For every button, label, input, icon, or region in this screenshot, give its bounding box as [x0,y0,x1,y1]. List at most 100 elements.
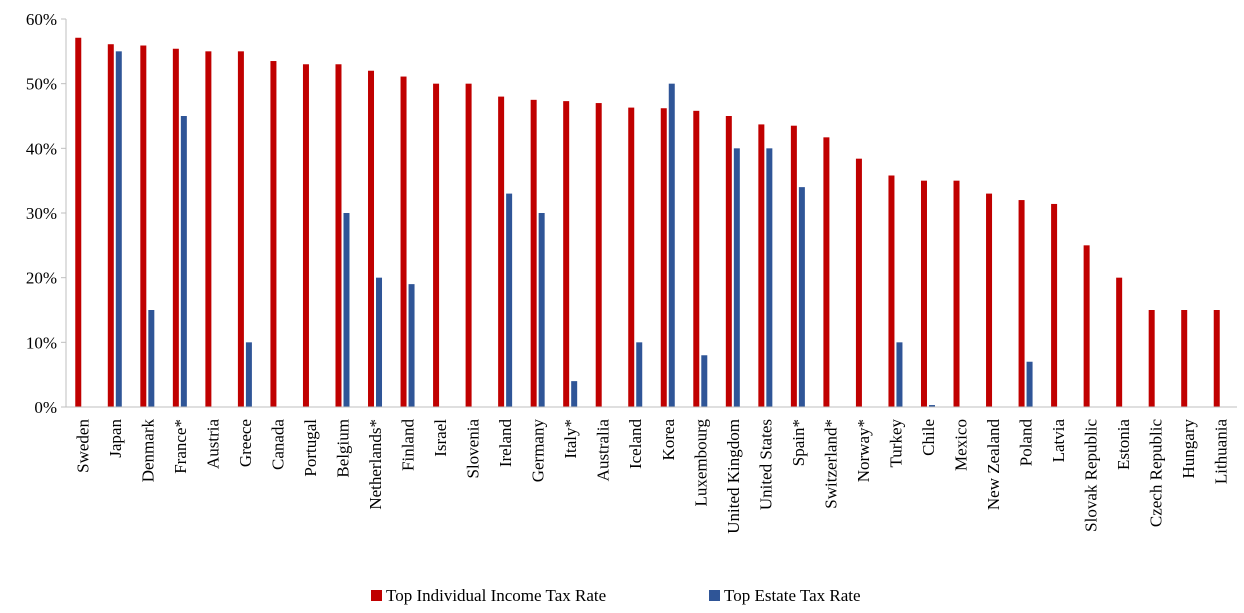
x-tick-label: Lithuania [1212,419,1231,485]
bar-income [205,51,212,407]
bar-income [335,64,342,408]
bar-income [1116,277,1123,407]
bar-estate [343,213,350,407]
bar-estate [766,148,773,408]
bar-income [1051,203,1058,407]
y-tick-label: 40% [26,139,57,158]
x-tick-label: Poland [1017,419,1036,467]
bars [75,37,1220,408]
bar-estate [571,381,578,407]
y-tick-label: 0% [34,398,57,417]
bar-income [368,70,375,407]
bar-income [530,99,537,407]
bar-income [855,158,862,407]
legend-label-income: Top Individual Income Tax Rate [386,586,606,605]
bar-estate [506,193,513,407]
bar-income [140,45,147,407]
x-tick-label: Italy* [561,419,580,459]
bar-estate [148,310,155,407]
bar-income [725,116,732,407]
x-tick-label: Germany [529,419,548,483]
y-axis: 0% 10% 20% 30% 40% 50% 60% [26,10,67,417]
bar-income [75,37,82,408]
bar-income [790,125,797,407]
x-tick-label: Denmark [138,419,157,483]
x-tick-label: Portugal [301,419,320,477]
x-tick-label: Netherlands* [366,419,385,510]
x-tick-label: Ireland [496,419,515,468]
x-tick-label: Chile [919,419,938,456]
bar-estate [733,148,740,408]
bar-income [888,175,895,407]
bar-estate [1026,361,1033,407]
bar-income [758,124,765,407]
y-tick-label: 60% [26,10,57,29]
bar-income [986,193,993,407]
bar-income [1181,310,1188,407]
x-tick-label: Czech Republic [1147,419,1166,528]
bar-income [107,44,114,407]
x-tick-label: Turkey [886,419,905,468]
x-tick-label: Luxembourg [691,419,710,507]
legend-label-estate: Top Estate Tax Rate [724,586,861,605]
legend-swatch-income [371,590,382,601]
bar-income [1148,310,1155,407]
bar-income [823,137,830,407]
x-tick-label: United States [756,419,775,510]
bar-income [693,110,700,408]
bar-income [1083,245,1090,407]
x-tick-label: Australia [594,419,613,482]
x-tick-label: Latvia [1049,419,1068,463]
bar-income [498,96,505,407]
bar-estate [115,51,122,407]
x-tick-label: Korea [659,419,678,461]
bar-estate [668,83,675,408]
bar-estate [798,187,805,407]
x-tick-label: Slovak Republic [1082,419,1101,532]
bar-income [433,83,440,408]
bar-income [1213,310,1220,407]
bar-estate [701,355,708,407]
bar-income [465,83,472,408]
x-tick-label: Canada [268,419,287,470]
legend: Top Individual Income Tax Rate Top Estat… [371,586,861,605]
legend-swatch-estate [709,590,720,601]
x-tick-label: Slovenia [464,419,483,479]
bar-estate [408,284,415,407]
bar-estate [896,342,903,407]
x-tick-label: Israel [431,419,450,457]
bar-estate [245,342,252,407]
bar-estate [538,213,545,407]
bar-income [302,64,309,408]
y-tick-label: 30% [26,204,57,223]
x-tick-label: Sweden [73,419,92,473]
x-tick-label: Estonia [1114,419,1133,470]
bar-estate [636,342,643,407]
bar-income [1018,200,1025,407]
bar-income [953,180,960,407]
x-tick-label: Norway* [854,419,873,482]
x-tick-label: Hungary [1179,419,1198,479]
x-tick-label: Switzerland* [821,419,840,509]
x-tick-label: Belgium [333,419,352,478]
bar-estate [928,405,935,407]
y-tick-label: 10% [26,333,57,352]
y-tick-label: 20% [26,269,57,288]
x-tick-label: New Zealand [984,419,1003,511]
bar-income [920,180,927,407]
x-tick-label: Mexico [952,419,971,471]
bar-estate [376,277,383,407]
bar-income [595,103,602,408]
x-tick-label: Finland [399,419,418,471]
bar-income [400,76,407,407]
bar-income [237,51,244,407]
bar-income [563,101,570,408]
x-tick-label: Greece [236,419,255,467]
y-tick-label: 50% [26,75,57,94]
x-tick-label: Iceland [626,419,645,470]
x-tick-label: Spain* [789,419,808,466]
bar-income [270,61,277,408]
bar-income [172,48,179,407]
